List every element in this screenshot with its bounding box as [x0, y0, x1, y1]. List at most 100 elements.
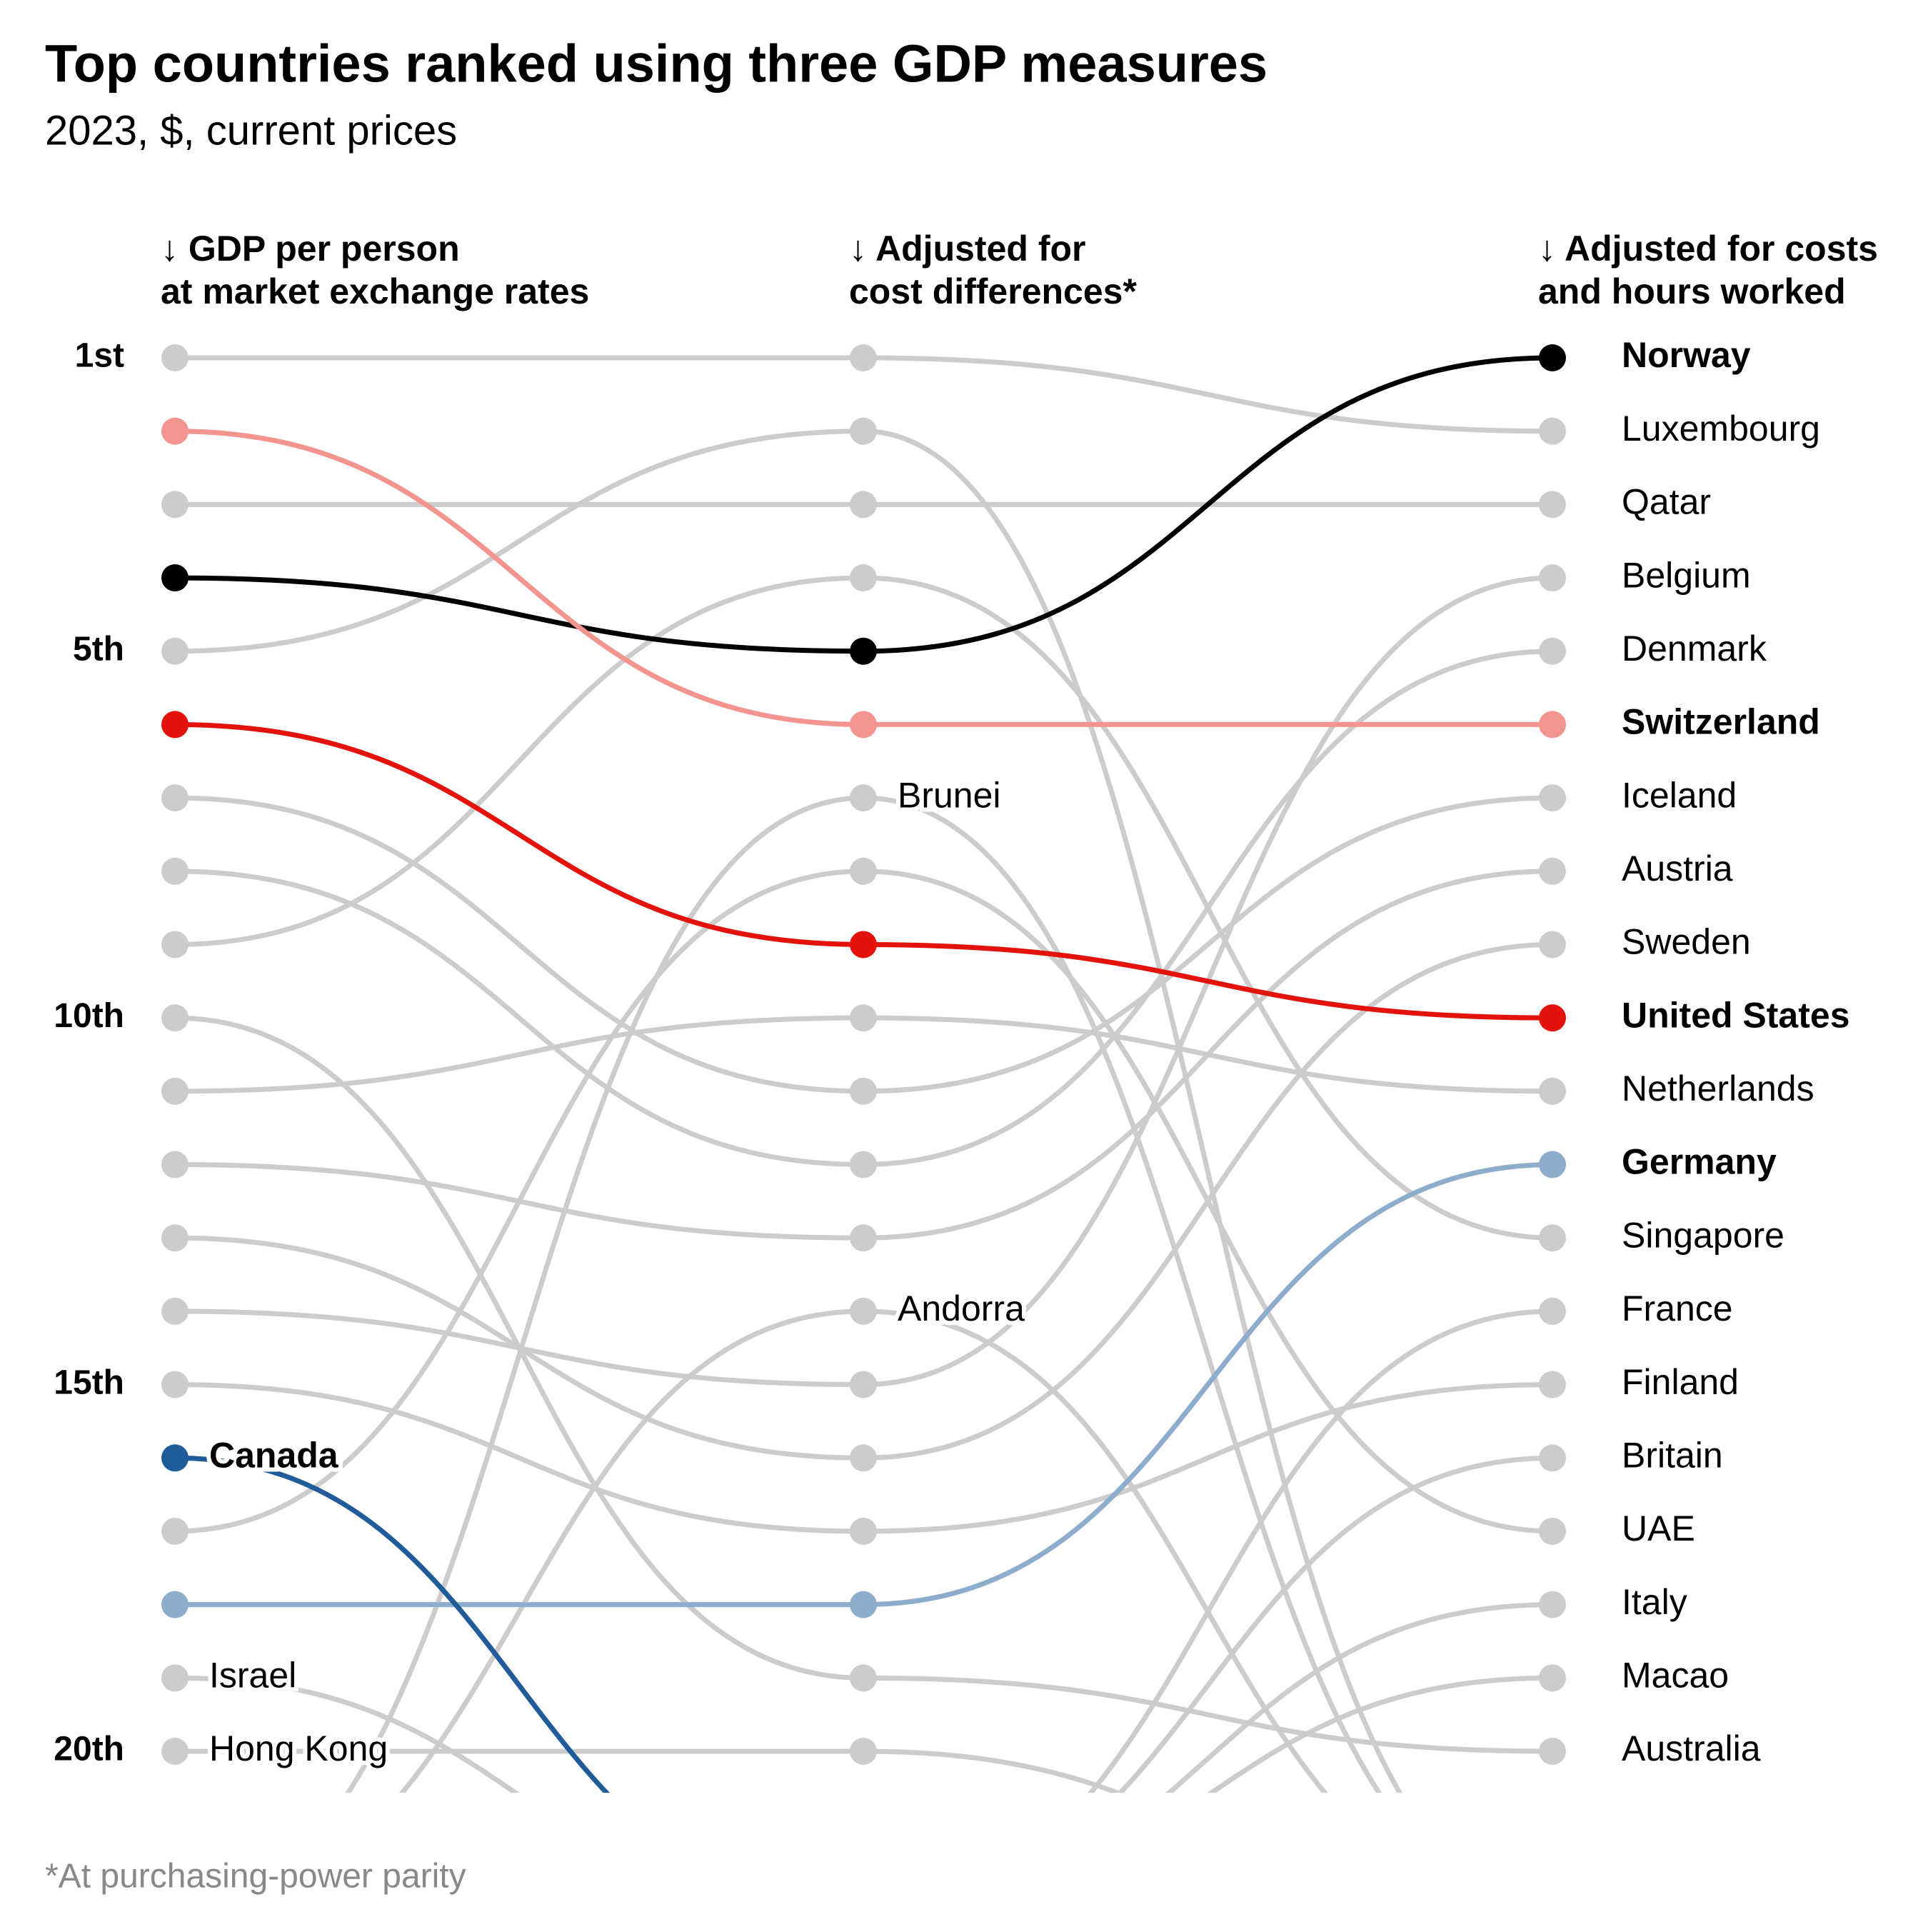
- country-label: Singapore: [1622, 1215, 1784, 1255]
- rank-dot: [161, 1738, 189, 1765]
- rank-line: [1207, 1675, 1553, 1793]
- rank-dot: [850, 637, 877, 665]
- rank-dot: [1539, 1371, 1566, 1398]
- rank-dot: [161, 417, 189, 445]
- column-header: ↓ Adjusted for: [849, 229, 1085, 269]
- labels: Luxembourg Qatar Belgium Denmark Iceland Aust…: [205, 335, 1850, 1773]
- country-label: Switzerland: [1622, 702, 1820, 742]
- lines: [174, 355, 1553, 1793]
- country-label: Hong Kong: [209, 1728, 388, 1768]
- rank-dot: [161, 564, 189, 592]
- rank-dot: [161, 711, 189, 739]
- country-label: Brunei: [898, 775, 1001, 815]
- rank-dot: [161, 1297, 189, 1325]
- rank-dot: [850, 1077, 877, 1105]
- country-label: Britain: [1622, 1435, 1723, 1475]
- rank-dot: [850, 711, 877, 739]
- country-label: Israel: [209, 1656, 296, 1696]
- rank-line: [1117, 1455, 1553, 1793]
- rank-line: [174, 575, 864, 654]
- rank-dot: [161, 1224, 189, 1252]
- rank-line: [174, 795, 864, 1094]
- column-header: cost differences*: [849, 271, 1137, 311]
- rank-dot: [850, 1738, 877, 1765]
- rank-line: [863, 941, 1553, 1021]
- rank-line: [863, 795, 1382, 1793]
- country-label: United States: [1622, 995, 1850, 1035]
- rank-line: [174, 869, 864, 1168]
- country-label: Finland: [1622, 1362, 1739, 1402]
- country-label: Belgium: [1622, 555, 1751, 595]
- rank-dot: [1539, 1738, 1566, 1765]
- rank-dot: [161, 1517, 189, 1545]
- rank-dot: [850, 857, 877, 885]
- y-tick-label: 15th: [54, 1363, 124, 1401]
- rank-line: [345, 795, 864, 1793]
- rank-line: [863, 795, 1553, 1094]
- rank-dot: [1539, 1224, 1566, 1252]
- rank-dot: [1539, 344, 1566, 371]
- rank-line: [174, 429, 864, 654]
- country-label: Sweden: [1622, 922, 1751, 962]
- rank-dot: [1539, 1077, 1566, 1105]
- rank-line: [174, 575, 864, 947]
- rank-dot: [161, 1444, 189, 1472]
- country-label: Macao: [1622, 1656, 1729, 1696]
- rank-line: [863, 355, 1553, 434]
- rank-line: [174, 429, 864, 727]
- rank-dot: [161, 931, 189, 959]
- rank-dot: [850, 1371, 877, 1398]
- chart-title: Top countries ranked using three GDP mea…: [45, 34, 1267, 94]
- rank-dot: [161, 1151, 189, 1178]
- rank-dot: [850, 784, 877, 812]
- rank-dot: [161, 491, 189, 519]
- column-header: ↓ GDP per person: [161, 229, 460, 269]
- country-label: Andorra: [898, 1288, 1025, 1328]
- rank-dot: [850, 931, 877, 959]
- country-label: Netherlands: [1622, 1068, 1814, 1108]
- rank-dot: [1539, 857, 1566, 885]
- rank-dot: [161, 1664, 189, 1692]
- footnote: *At purchasing-power parity: [45, 1858, 466, 1896]
- country-label: Austria: [1622, 849, 1733, 889]
- country-label: Canada: [209, 1435, 339, 1475]
- country-label: Norway: [1622, 335, 1751, 375]
- column-header: at market exchange rates: [161, 271, 589, 311]
- rank-line: [863, 1162, 1553, 1608]
- y-tick-label: 5th: [73, 630, 124, 668]
- rank-dot: [161, 637, 189, 665]
- country-label: Denmark: [1622, 629, 1767, 669]
- country-label: Italy: [1622, 1582, 1687, 1622]
- rank-dot: [850, 1297, 877, 1325]
- rank-dot: [1539, 1297, 1566, 1325]
- rank-dot: [850, 1664, 877, 1692]
- rank-line: [863, 1382, 1553, 1534]
- rank-line: [863, 355, 1553, 654]
- rank-dot: [1539, 417, 1566, 445]
- country-label: Iceland: [1622, 775, 1737, 815]
- rank-line: [174, 1015, 864, 1094]
- country-label: Germany: [1622, 1142, 1777, 1182]
- rank-dot: [1539, 1444, 1566, 1472]
- rank-line: [863, 1675, 1553, 1754]
- y-tick-label: 1st: [75, 337, 124, 375]
- rank-dot: [1539, 637, 1566, 665]
- y-tick-label: 20th: [54, 1731, 124, 1768]
- column-header: ↓ Adjusted for costs: [1538, 229, 1878, 269]
- y-tick-label: 10th: [54, 997, 124, 1035]
- rank-line: [174, 1382, 864, 1534]
- rank-dot: [850, 1591, 877, 1618]
- dots: [161, 344, 1566, 1765]
- rank-line: [174, 1675, 520, 1793]
- country-label: UAE: [1622, 1508, 1695, 1548]
- rank-line: [1165, 1602, 1553, 1793]
- rank-dot: [850, 1444, 877, 1472]
- rank-dot: [850, 417, 877, 445]
- rank-line: [863, 1748, 1125, 1793]
- rank-dot: [1539, 491, 1566, 519]
- rank-dot: [850, 491, 877, 519]
- rank-dot: [161, 1591, 189, 1618]
- rank-line: [174, 721, 864, 947]
